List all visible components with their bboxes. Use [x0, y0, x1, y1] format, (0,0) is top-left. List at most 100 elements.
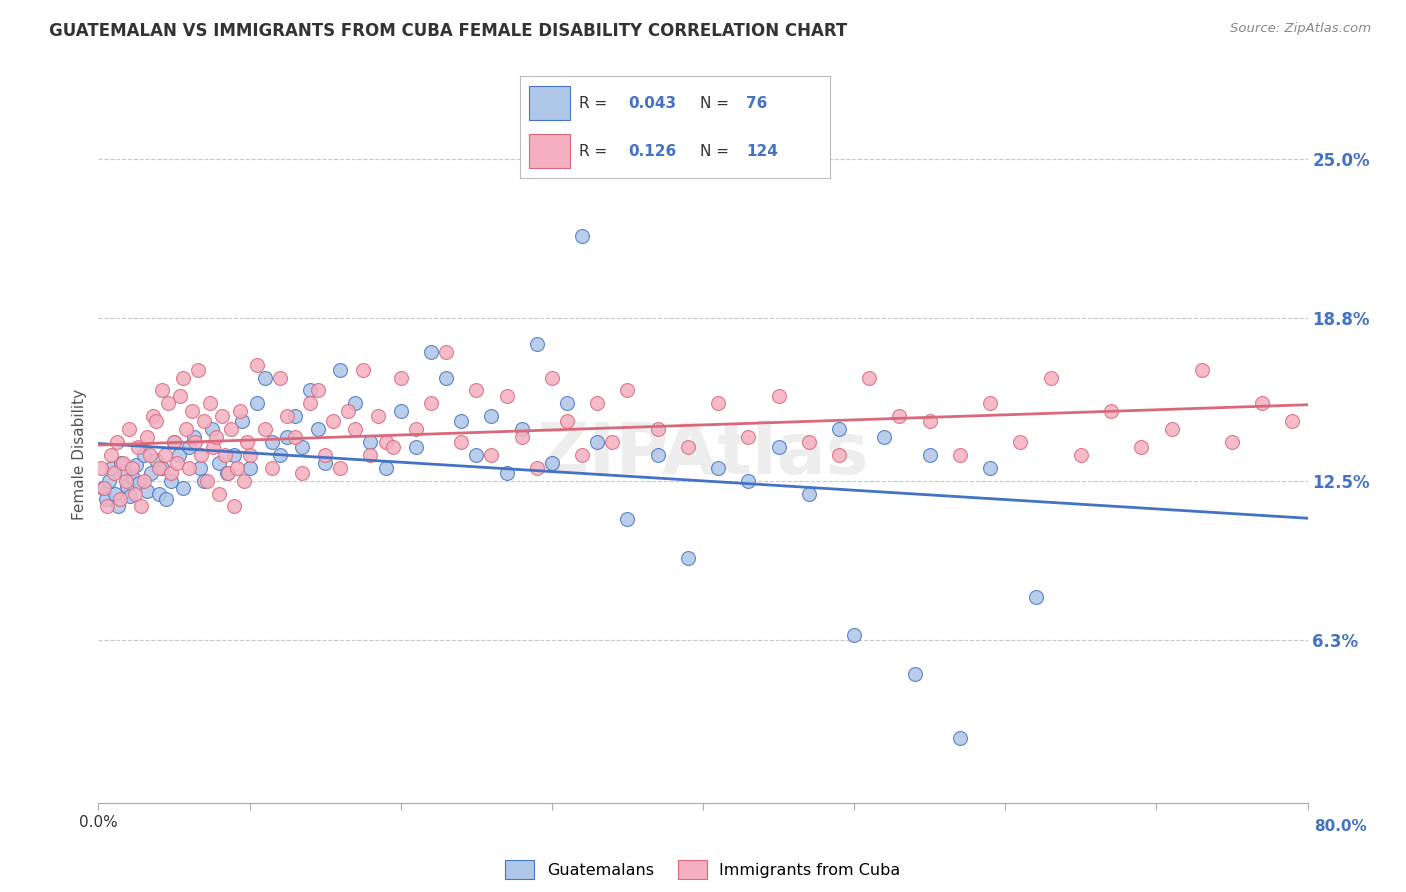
Point [174, 422, 197, 436]
Point [1220, 435, 1243, 450]
Point [676, 551, 699, 566]
Point [190, 448, 212, 462]
Point [979, 460, 1001, 475]
Point [132, 474, 155, 488]
Point [858, 370, 880, 384]
Point [797, 486, 820, 500]
Text: N =: N = [700, 95, 734, 111]
Point [232, 474, 254, 488]
Text: R =: R = [579, 95, 612, 111]
Bar [530, 87, 569, 120]
Point [616, 384, 638, 398]
Point [208, 456, 231, 470]
Point [707, 396, 730, 410]
Point [208, 486, 231, 500]
Point [148, 486, 170, 500]
Point [91, 482, 114, 496]
Point [647, 422, 669, 436]
Point [150, 384, 173, 398]
Point [299, 384, 322, 398]
Bar [530, 135, 569, 168]
Point [239, 460, 262, 475]
Point [510, 422, 533, 436]
Point [602, 435, 624, 450]
Point [828, 448, 851, 462]
Point [98, 474, 121, 488]
Point [221, 422, 243, 436]
Point [224, 500, 246, 514]
Point [184, 435, 207, 450]
Point [94, 491, 117, 506]
Point [1070, 448, 1092, 462]
Point [166, 456, 188, 470]
Point [276, 430, 298, 444]
Point [374, 460, 396, 475]
Point [187, 363, 209, 377]
Point [571, 448, 593, 462]
Text: ZIPAtlas: ZIPAtlas [537, 420, 869, 490]
Point [167, 448, 190, 462]
Point [179, 460, 201, 475]
Point [201, 422, 224, 436]
Point [150, 460, 173, 475]
Point [616, 512, 638, 526]
Point [155, 491, 177, 506]
Point [262, 435, 284, 450]
Point [828, 422, 851, 436]
Point [291, 440, 314, 454]
Point [226, 460, 249, 475]
Point [156, 396, 179, 410]
Point [269, 370, 291, 384]
Point [768, 440, 790, 454]
Point [647, 448, 669, 462]
Point [555, 414, 578, 428]
Point [1024, 590, 1046, 604]
Point [96, 500, 118, 514]
Point [101, 460, 124, 475]
Point [103, 466, 125, 480]
Point [253, 370, 276, 384]
Point [181, 404, 204, 418]
Point [918, 414, 941, 428]
Point [229, 404, 252, 418]
Text: Source: ZipAtlas.com: Source: ZipAtlas.com [1230, 22, 1371, 36]
Point [465, 384, 488, 398]
Point [873, 430, 896, 444]
Point [195, 474, 218, 488]
Point [405, 422, 427, 436]
Point [949, 731, 972, 746]
Point [314, 456, 336, 470]
Point [211, 409, 233, 424]
Point [127, 440, 149, 454]
Point [465, 448, 488, 462]
Point [299, 396, 322, 410]
Point [510, 430, 533, 444]
Point [239, 448, 262, 462]
Point [235, 435, 257, 450]
Text: N =: N = [700, 144, 734, 159]
Point [768, 389, 790, 403]
Point [481, 448, 503, 462]
Point [1010, 435, 1032, 450]
Text: 76: 76 [747, 95, 768, 111]
Point [450, 414, 472, 428]
Point [307, 384, 329, 398]
Point [1191, 363, 1213, 377]
Point [200, 396, 222, 410]
Point [918, 448, 941, 462]
Point [100, 448, 122, 462]
Point [344, 396, 367, 410]
Point [122, 471, 145, 485]
Text: 0.043: 0.043 [628, 95, 676, 111]
Point [481, 409, 503, 424]
Point [526, 460, 548, 475]
Point [110, 456, 132, 470]
Point [124, 486, 146, 500]
Point [115, 479, 138, 493]
Point [374, 435, 396, 450]
Point [904, 667, 927, 681]
Point [193, 474, 215, 488]
Point [382, 440, 405, 454]
Point [104, 486, 127, 500]
Point [132, 448, 155, 462]
